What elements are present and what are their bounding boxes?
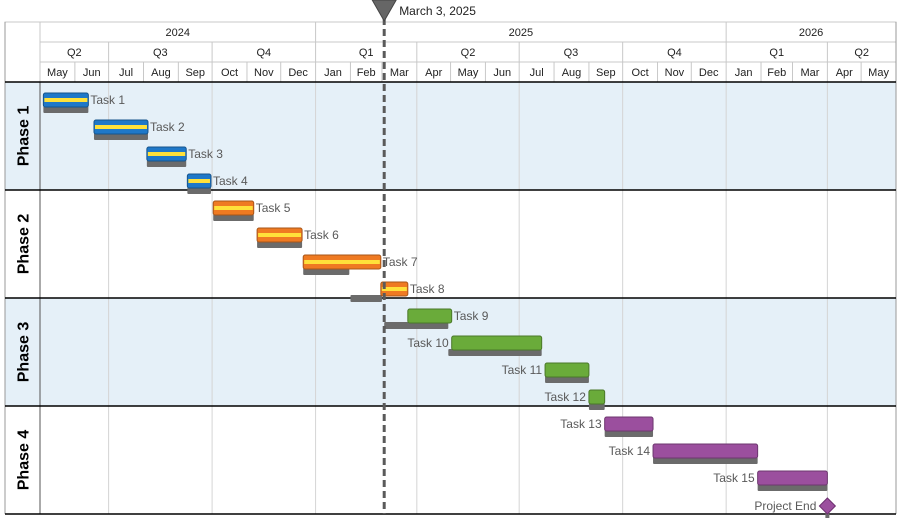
- month-label: Oct: [632, 67, 649, 79]
- task-label: Task 10: [407, 336, 449, 350]
- phase-label: Phase 2: [16, 214, 33, 275]
- phase-band: [5, 190, 896, 298]
- task-label: Task 13: [560, 417, 602, 431]
- task-baseline: [257, 241, 303, 248]
- task-bar: [604, 416, 654, 432]
- task-label: Task 11: [502, 363, 543, 377]
- month-label: May: [47, 67, 68, 79]
- quarter-label: Q4: [256, 47, 271, 59]
- task-baseline: [43, 106, 89, 113]
- task-bar: [757, 470, 828, 486]
- month-label: Jul: [119, 67, 133, 79]
- task-bar: [588, 389, 606, 405]
- month-label: Aug: [562, 67, 582, 79]
- quarter-label: Q3: [153, 47, 168, 59]
- task-label: Task 3: [188, 147, 223, 161]
- task-label: Task 6: [304, 228, 339, 242]
- task-label: Task 4: [213, 174, 248, 188]
- month-label: May: [868, 67, 889, 79]
- task-label: Task 1: [90, 93, 125, 107]
- task-baseline: [757, 484, 828, 491]
- task-progress-stripe: [147, 152, 186, 156]
- task-label: Task 14: [609, 444, 651, 458]
- task-progress-stripe: [258, 233, 302, 237]
- task-baseline: [303, 268, 350, 275]
- task-progress-stripe: [214, 206, 253, 210]
- year-label: 2026: [799, 27, 823, 39]
- task-baseline: [653, 457, 758, 464]
- month-label: Nov: [665, 67, 685, 79]
- task-label: Task 5: [256, 201, 291, 215]
- quarter-label: Q2: [67, 47, 82, 59]
- task-baseline: [604, 430, 654, 437]
- task-progress-stripe: [304, 260, 380, 264]
- task-bar: [407, 308, 453, 324]
- task-baseline: [384, 322, 449, 329]
- phase-label: Phase 3: [16, 322, 33, 383]
- task-baseline: [448, 349, 542, 356]
- task-baseline: [146, 160, 187, 167]
- task-baseline: [93, 133, 148, 140]
- task-bar: [652, 443, 759, 459]
- task-baseline: [588, 403, 605, 410]
- phase-band: [5, 406, 896, 514]
- month-label: Aug: [151, 67, 171, 79]
- quarter-label: Q2: [461, 47, 476, 59]
- task-bar: [451, 335, 543, 351]
- month-label: Feb: [767, 67, 786, 79]
- task-bar: [544, 362, 590, 378]
- task-progress-stripe: [188, 179, 210, 183]
- quarter-label: Q3: [564, 47, 579, 59]
- quarter-label: Q1: [769, 47, 784, 59]
- month-label: Jan: [324, 67, 342, 79]
- task-progress-stripe: [44, 98, 88, 102]
- quarter-label: Q2: [854, 47, 869, 59]
- phase-label: Phase 4: [16, 430, 33, 491]
- task-label: Task 8: [410, 282, 445, 296]
- quarter-label: Q1: [359, 47, 374, 59]
- month-label: Mar: [800, 67, 819, 79]
- month-label: Sep: [185, 67, 205, 79]
- month-label: Jun: [493, 67, 511, 79]
- month-label: Mar: [390, 67, 409, 79]
- month-label: Dec: [699, 67, 719, 79]
- task-baseline: [213, 214, 254, 221]
- task-label: Project End: [754, 499, 816, 513]
- task-label: Task 2: [150, 120, 185, 134]
- phase-label: Phase 1: [16, 106, 33, 167]
- month-label: Apr: [425, 67, 442, 79]
- month-label: Dec: [288, 67, 308, 79]
- today-marker-icon: [371, 0, 397, 23]
- month-label: Jun: [83, 67, 101, 79]
- month-label: Feb: [357, 67, 376, 79]
- task-progress-stripe: [381, 287, 407, 291]
- quarter-label: Q4: [667, 47, 682, 59]
- milestone-marker: [818, 497, 837, 515]
- month-label: Nov: [254, 67, 274, 79]
- year-label: 2025: [509, 27, 533, 39]
- task-baseline: [187, 187, 211, 194]
- task-label: Task 7: [383, 255, 418, 269]
- phase-band: [5, 82, 896, 190]
- month-label: May: [458, 67, 479, 79]
- task-label: Task 15: [713, 471, 755, 485]
- year-label: 2024: [166, 27, 190, 39]
- task-progress-stripe: [94, 125, 147, 129]
- month-label: Apr: [836, 67, 853, 79]
- month-label: Sep: [596, 67, 616, 79]
- month-label: Oct: [221, 67, 238, 79]
- month-label: Jan: [735, 67, 753, 79]
- task-label: Task 12: [545, 390, 587, 404]
- month-label: Jul: [530, 67, 544, 79]
- task-baseline: [350, 295, 382, 302]
- task-label: Task 9: [454, 309, 489, 323]
- task-baseline: [545, 376, 589, 383]
- today-marker-label: March 3, 2025: [399, 4, 476, 18]
